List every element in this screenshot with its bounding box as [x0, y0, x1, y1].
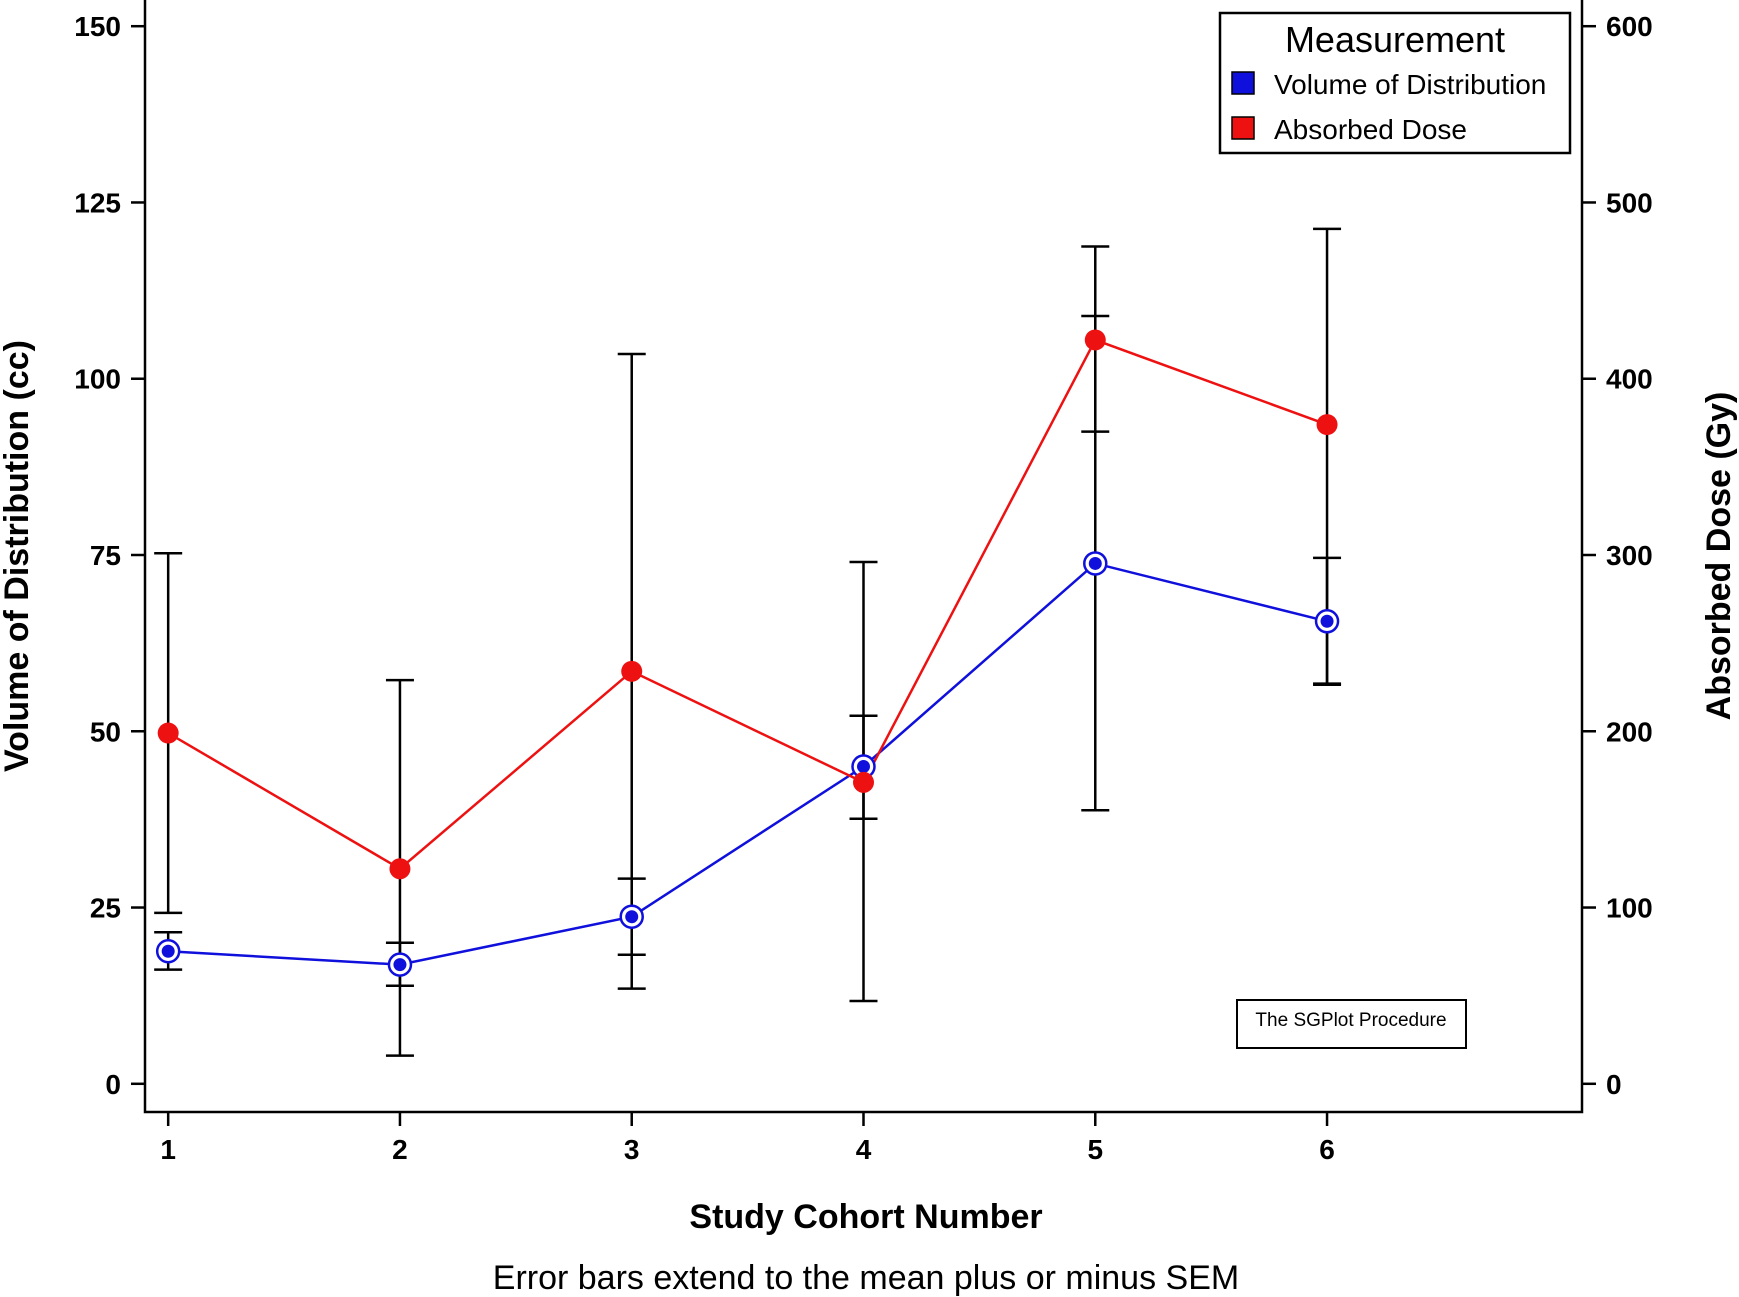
procedure-label: The SGPlot Procedure: [1236, 999, 1467, 1049]
legend-swatch-dose: [1231, 116, 1255, 140]
footnote: Error bars extend to the mean plus or mi…: [493, 1259, 1239, 1297]
legend-box: [1218, 11, 1572, 155]
right-axis: 0 100 200 300 400 500 600: [1582, 11, 1653, 1100]
marker-1-3: [853, 771, 874, 793]
marker-1-2: [621, 660, 643, 682]
legend-label-dose: Absorbed Dose: [1274, 114, 1467, 145]
right-tick-label-200: 200: [1606, 716, 1653, 747]
procedure-label-text: The SGPlot Procedure: [1255, 1010, 1446, 1031]
x-axis: 1 2 3 4 5 6: [160, 1112, 1335, 1165]
x-axis-title: Study Cohort Number: [689, 1198, 1042, 1236]
left-tick-label-150: 150: [74, 11, 121, 42]
right-tick-label-100: 100: [1606, 893, 1653, 924]
error-bars: [154, 227, 1342, 1057]
left-tick-label-25: 25: [90, 893, 121, 924]
marker-core-0-3: [857, 760, 870, 774]
y-left-axis-title: Volume of Distribution (cc): [0, 340, 36, 772]
marker-core-0-2: [625, 910, 639, 924]
left-tick-label-125: 125: [74, 187, 121, 218]
right-tick-label-600: 600: [1606, 11, 1653, 42]
marker-core-0-4: [1088, 556, 1102, 570]
procedure-label-box: [1236, 999, 1467, 1049]
left-axis: 0 25 50 75 100 125 150: [74, 11, 145, 1100]
x-tick-label-2: 2: [392, 1134, 408, 1165]
marker-1-1: [389, 858, 411, 880]
left-tick-label-0: 0: [105, 1069, 121, 1100]
marker-core-0-5: [1320, 614, 1334, 628]
legend-swatch-volume: [1231, 71, 1255, 95]
legend: Measurement Volume of Distribution Absor…: [1218, 11, 1572, 155]
series-lines: [167, 338, 1328, 966]
left-tick-label-100: 100: [74, 364, 121, 395]
marker-core-0-1: [393, 958, 407, 972]
x-tick-label-5: 5: [1087, 1134, 1103, 1165]
marker-core-0-0: [161, 944, 175, 958]
x-tick-label-6: 6: [1319, 1134, 1335, 1165]
right-tick-label-300: 300: [1606, 540, 1653, 571]
series-line-1: [167, 338, 1328, 871]
marker-1-4: [1084, 329, 1106, 351]
legend-title: Measurement: [1285, 19, 1505, 60]
left-tick-label-50: 50: [90, 716, 121, 747]
marker-1-5: [1316, 414, 1338, 436]
series-markers: [155, 329, 1340, 977]
right-tick-label-0: 0: [1606, 1069, 1622, 1100]
x-tick-label-3: 3: [624, 1134, 640, 1165]
x-tick-label-4: 4: [856, 1134, 872, 1165]
legend-label-volume: Volume of Distribution: [1274, 69, 1546, 100]
series-line-0: [168, 562, 1328, 966]
x-tick-label-1: 1: [160, 1134, 176, 1165]
left-tick-label-75: 75: [90, 540, 121, 571]
y-right-axis-title: Absorbed Dose (Gy): [1700, 392, 1738, 721]
marker-1-0: [157, 722, 179, 744]
right-tick-label-400: 400: [1606, 364, 1653, 395]
right-tick-label-500: 500: [1606, 187, 1653, 218]
